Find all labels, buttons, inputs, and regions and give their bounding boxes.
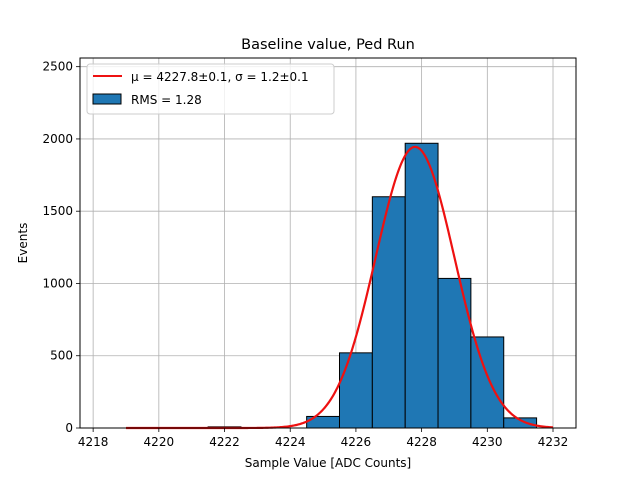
legend-rms-label: RMS = 1.28 bbox=[131, 93, 202, 107]
histogram-bar bbox=[404, 142, 439, 429]
y-tick-label: 1500 bbox=[42, 204, 73, 218]
x-axis-label: Sample Value [ADC Counts] bbox=[245, 456, 411, 470]
histogram-bar bbox=[371, 196, 406, 429]
histogram-bar bbox=[338, 352, 373, 429]
y-tick-label: 0 bbox=[65, 421, 73, 435]
legend-rms-patch-swatch bbox=[92, 93, 122, 105]
chart-title: Baseline value, Ped Run bbox=[241, 37, 415, 53]
y-tick-label: 2000 bbox=[42, 132, 73, 146]
histogram-bar bbox=[437, 277, 472, 429]
legend: μ = 4227.8±0.1, σ = 1.2±0.1 RMS = 1.28 bbox=[86, 63, 335, 115]
x-tick-label: 4232 bbox=[538, 435, 569, 449]
x-tick-label: 4218 bbox=[78, 435, 109, 449]
y-tick-label: 500 bbox=[50, 349, 73, 363]
x-tick-label: 4220 bbox=[144, 435, 175, 449]
x-tick-label: 4224 bbox=[275, 435, 306, 449]
y-axis-ticks: 0 500 1000 1500 2000 2500 bbox=[42, 60, 80, 435]
x-tick-label: 4228 bbox=[406, 435, 437, 449]
histogram-bar bbox=[470, 336, 505, 429]
x-axis-ticks: 4218 4220 4222 4224 4226 4228 4230 4232 bbox=[78, 428, 568, 449]
y-tick-label: 2500 bbox=[42, 60, 73, 74]
plot-frame bbox=[79, 57, 577, 429]
x-tick-label: 4222 bbox=[209, 435, 240, 449]
y-axis-label: Events bbox=[16, 223, 30, 264]
legend-box bbox=[86, 63, 335, 115]
legend-fit-label: μ = 4227.8±0.1, σ = 1.2±0.1 bbox=[131, 70, 309, 84]
x-tick-label: 4230 bbox=[472, 435, 503, 449]
y-tick-label: 1000 bbox=[42, 276, 73, 290]
x-tick-label: 4226 bbox=[341, 435, 372, 449]
histogram-bars bbox=[207, 142, 538, 429]
